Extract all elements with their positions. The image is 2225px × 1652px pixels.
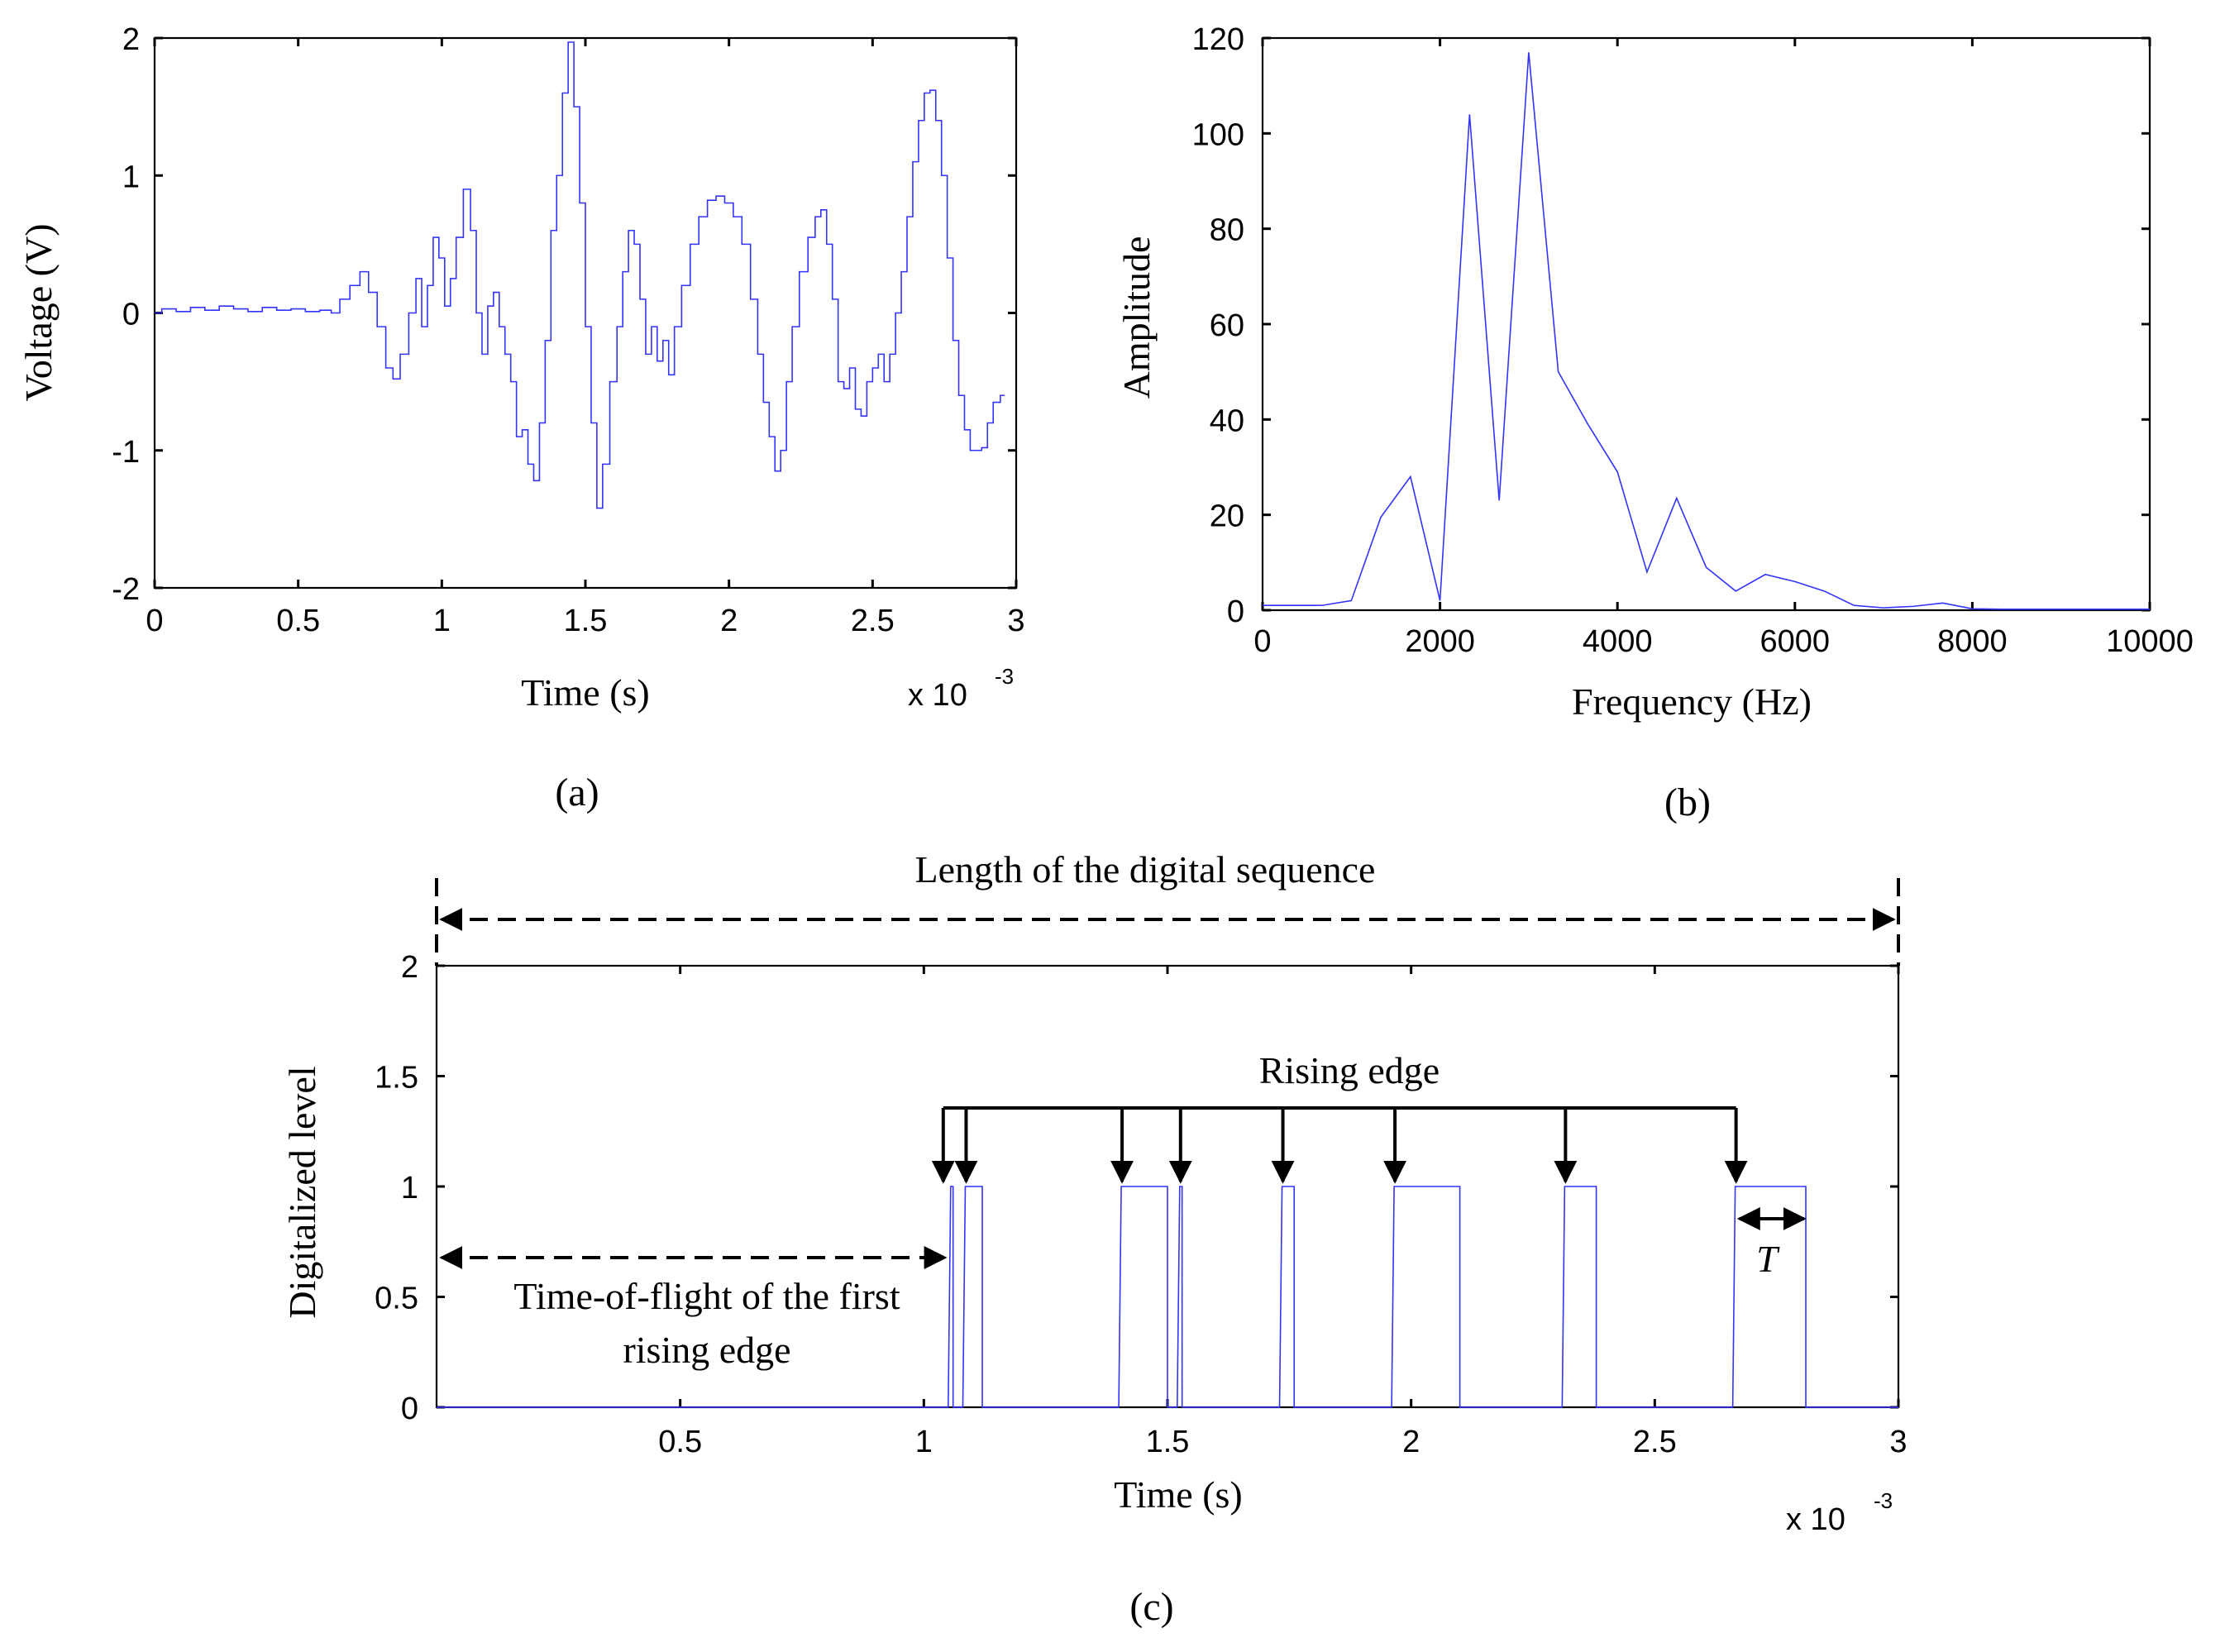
panel-a-ylabel: Voltage (V) (17, 223, 60, 401)
panel-a-xtick-label: 1 (433, 604, 451, 638)
panel-b-xlabel: Frequency (Hz) (1572, 680, 1812, 723)
panel-a-ytick-label: -2 (112, 572, 140, 607)
panel-c-x-exponent-base: x 10 (1786, 1502, 1845, 1537)
panel-a-xtick-label: 1.5 (564, 604, 608, 638)
panel-c-ylabel: Digitalized level (281, 1066, 323, 1318)
panel-c-xtick-label: 1 (915, 1425, 933, 1459)
panel-a-ytick-label: 1 (122, 160, 140, 194)
panel-a-xlabel: Time (s) (521, 671, 650, 714)
panel-b-ytick-label: 20 (1210, 499, 1244, 534)
panel-b-amplitude-line (1263, 52, 2150, 610)
tof-label-line1: Time-of-flight of the first (513, 1275, 900, 1317)
panel-c-ytick-label: 2 (401, 950, 418, 985)
length-label: Length of the digital sequence (915, 848, 1376, 890)
panel-c-label: (c) (1129, 1585, 1173, 1629)
panel-a-xtick-label: 0.5 (276, 604, 320, 638)
panel-a-xtick-label: 2.5 (851, 604, 895, 638)
panel-c-ytick-label: 1 (401, 1171, 418, 1206)
panel-c-ticks: 0.5 1 1.5 2 2.5 3 0 0.5 1 1.5 2 (375, 950, 1907, 1459)
panel-b-amplitude-plot: 0 2000 4000 6000 8000 10000 0 20 40 60 80 100 120 Fr… (1115, 22, 2194, 824)
panel-a-x-exponent-base: x 10 (908, 678, 967, 713)
panel-c-ytick-label: 0 (401, 1392, 418, 1426)
panel-a-series (155, 41, 1005, 509)
panel-c-ytick-label: 0.5 (375, 1282, 418, 1316)
panel-b-xtick-label: 4000 (1583, 624, 1653, 659)
panel-b-ytick-label: 120 (1192, 22, 1244, 57)
panel-c-digital-line (437, 1186, 1898, 1408)
panel-c-xtick-label: 2.5 (1633, 1425, 1677, 1459)
panel-a-x-exponent-power: -3 (995, 664, 1014, 689)
panel-a-voltage-line (155, 41, 1005, 509)
panel-b-xtick-label: 2000 (1405, 624, 1475, 659)
panel-a-xtick-label: 2 (720, 604, 738, 638)
panel-b-ytick-label: 0 (1227, 594, 1244, 629)
rising-edge-label: Rising edge (1259, 1049, 1440, 1091)
panel-a-ytick-label: 2 (122, 22, 140, 57)
panel-c-xtick-label: 1.5 (1146, 1425, 1190, 1459)
panel-a-ytick-label: -1 (112, 435, 140, 470)
panel-c-series (437, 1186, 1898, 1408)
panel-c-xtick-label: 3 (1889, 1425, 1907, 1459)
panel-b-xtick-label: 8000 (1937, 624, 2008, 659)
panel-b-xtick-label: 6000 (1760, 624, 1831, 659)
panel-b-label: (b) (1664, 781, 1711, 824)
panel-b-ticks: 0 2000 4000 6000 8000 10000 0 20 40 60 80 100 120 (1192, 22, 2194, 659)
panel-a-xtick-label: 3 (1007, 604, 1024, 638)
panel-b-ytick-label: 40 (1210, 403, 1244, 438)
panel-c-digital-plot: 0.5 1 1.5 2 2.5 3 0 0.5 1 1.5 2 Time (s) Digitaliz… (281, 848, 1907, 1629)
panel-b-ytick-label: 60 (1210, 308, 1244, 343)
panel-a-xtick-label: 0 (146, 604, 163, 638)
panel-a-voltage-plot: 0 0.5 1 1.5 2 2.5 3 -2 -1 0 1 2 Time (s) Voltage (V… (17, 22, 1025, 814)
period-label: T (1756, 1238, 1780, 1280)
panel-b-ytick-label: 80 (1210, 213, 1244, 248)
panel-c-xtick-label: 2 (1402, 1425, 1420, 1459)
panel-c-xtick-label: 0.5 (658, 1425, 702, 1459)
panel-a-ticks: 0 0.5 1 1.5 2 2.5 3 -2 -1 0 1 2 (112, 22, 1024, 638)
panel-c-x-exponent-power: -3 (1874, 1488, 1893, 1513)
panel-b-xtick-label: 0 (1253, 624, 1271, 659)
panel-b-ylabel: Amplitude (1115, 236, 1158, 399)
panel-c-xlabel: Time (s) (1114, 1473, 1243, 1516)
panel-c-annotations (435, 878, 1900, 1269)
tof-label-line2: rising edge (623, 1329, 790, 1371)
panel-b-xtick-label: 10000 (2106, 624, 2194, 659)
panel-b-series (1263, 52, 2150, 610)
panel-b-ytick-label: 100 (1192, 117, 1244, 152)
panel-c-ytick-label: 1.5 (375, 1061, 418, 1096)
panel-b-plot-box (1261, 36, 2151, 612)
panel-a-ytick-label: 0 (122, 298, 140, 332)
panel-a-label: (a) (555, 771, 599, 814)
